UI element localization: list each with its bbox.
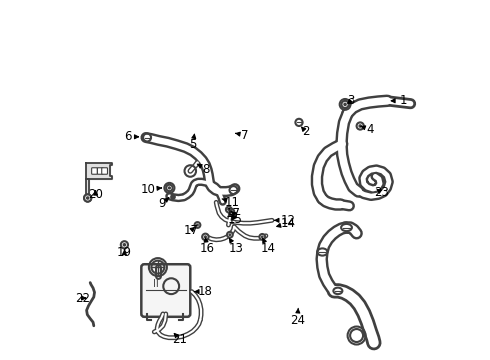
- Text: II: II: [153, 279, 159, 289]
- Circle shape: [227, 232, 233, 238]
- Text: 5: 5: [189, 134, 196, 150]
- Text: 7: 7: [236, 129, 249, 141]
- Circle shape: [228, 209, 234, 215]
- Circle shape: [195, 222, 200, 228]
- Circle shape: [342, 101, 349, 108]
- Text: 2: 2: [302, 125, 309, 138]
- Circle shape: [86, 196, 90, 200]
- Circle shape: [227, 208, 230, 211]
- Circle shape: [261, 235, 264, 238]
- Text: 16: 16: [199, 238, 214, 255]
- Text: 17: 17: [226, 207, 241, 220]
- Text: 14: 14: [260, 239, 275, 255]
- Text: 9: 9: [158, 197, 169, 210]
- Text: 21: 21: [172, 333, 187, 346]
- Text: 3: 3: [347, 94, 354, 107]
- Circle shape: [343, 103, 347, 106]
- FancyBboxPatch shape: [92, 168, 98, 174]
- Circle shape: [226, 207, 232, 212]
- Circle shape: [196, 224, 199, 226]
- Text: 12: 12: [275, 214, 295, 227]
- Circle shape: [168, 186, 171, 190]
- Circle shape: [228, 233, 231, 236]
- Circle shape: [171, 195, 175, 199]
- Circle shape: [166, 185, 172, 191]
- Circle shape: [230, 210, 233, 213]
- Text: 13: 13: [228, 239, 244, 255]
- Text: 24: 24: [290, 308, 305, 327]
- Text: 4: 4: [361, 123, 374, 136]
- Text: 20: 20: [88, 188, 103, 201]
- Circle shape: [122, 243, 126, 247]
- Text: 22: 22: [75, 292, 90, 305]
- Text: 11: 11: [222, 196, 240, 209]
- Circle shape: [259, 234, 265, 240]
- Polygon shape: [86, 179, 90, 198]
- FancyBboxPatch shape: [102, 168, 107, 174]
- Text: 1: 1: [391, 94, 407, 107]
- Circle shape: [358, 124, 362, 128]
- FancyBboxPatch shape: [141, 264, 190, 317]
- FancyBboxPatch shape: [98, 168, 103, 174]
- Circle shape: [121, 241, 128, 248]
- Text: 8: 8: [197, 163, 210, 176]
- Circle shape: [204, 235, 207, 239]
- Text: 6: 6: [124, 130, 138, 143]
- Text: 18: 18: [195, 285, 213, 298]
- Text: 14: 14: [277, 217, 295, 230]
- Text: 10: 10: [141, 183, 162, 195]
- Polygon shape: [86, 163, 112, 179]
- Circle shape: [202, 234, 209, 240]
- Text: 17: 17: [183, 224, 198, 237]
- Circle shape: [357, 122, 364, 130]
- Text: 15: 15: [227, 213, 243, 226]
- Text: 23: 23: [374, 186, 389, 199]
- Text: 19: 19: [117, 246, 132, 259]
- Circle shape: [84, 194, 91, 202]
